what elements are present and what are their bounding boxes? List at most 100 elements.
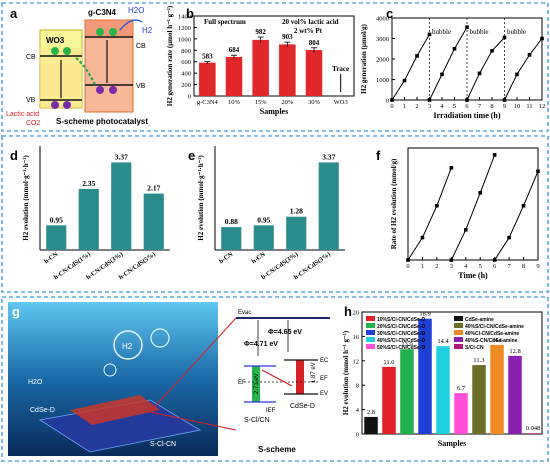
e-category-label: h-CN <box>250 251 267 266</box>
gc3n4-label: g-C3N4 <box>88 8 117 17</box>
c-xtick-label: 1 <box>403 103 406 110</box>
scene-cn-label: S-Cl-CN <box>150 441 176 448</box>
f-point <box>521 203 526 208</box>
phi2-label: Φ=4.71 eV <box>244 341 278 348</box>
b-category-label: 15% <box>255 99 268 106</box>
c-xtick-label: 0 <box>390 103 393 110</box>
bubble-2 <box>150 328 170 348</box>
c-xtick-label: 11 <box>526 103 532 110</box>
e-bar <box>253 225 274 250</box>
wo3-electron-2 <box>63 47 71 55</box>
f-series-line <box>450 154 496 261</box>
f-point <box>536 169 540 174</box>
e-ylabel: H2 evolution (mmol·g⁻¹·h⁻¹) <box>197 155 205 241</box>
chart-c: c0 1 2 3 4 5 6 7 8 9 10 11 1201000200030004000bubble… <box>360 6 545 120</box>
h-legend-swatch <box>366 337 375 342</box>
co2-label: CO2 <box>26 120 41 127</box>
cb-left-label: CB <box>26 54 36 61</box>
ef-label-left: EF <box>238 380 246 386</box>
b-annotation: Full spectrum <box>204 18 246 26</box>
c-ytick-label: 2000 <box>376 57 389 64</box>
b-ytick-label: 1000 <box>178 36 191 43</box>
h-xlabel: Samples <box>438 439 466 448</box>
phi1-label: Φ=4.65 eV <box>268 329 302 336</box>
chart-f: f 0 1 2 3 4 5 6 7 8 9 Time (h) Rate of H2 evolution … <box>376 147 540 280</box>
c-bubble-label: bubble <box>507 28 526 36</box>
chart-e: e0.88b-CN0.95h-CN1.28b-CN/CdS(3%)3.37h-C… <box>188 146 345 281</box>
h-bar <box>526 433 540 434</box>
e-value-label: 0.95 <box>257 215 270 224</box>
e-bar <box>221 227 242 250</box>
b-annotation: 2 wt% Pt <box>294 27 323 35</box>
panel-a-caption: S-scheme photocatalyst <box>56 117 148 126</box>
h-bar <box>418 318 432 434</box>
d-bar <box>143 193 164 250</box>
c-xtick-label: 8 <box>490 103 493 110</box>
h-ytick-label: 0 <box>356 432 359 439</box>
f-ylabel: Rate of H2 evolution (mmol/g) <box>390 158 398 249</box>
panel-e-letter: e <box>188 148 195 163</box>
gc3n4-electron-2 <box>109 28 117 36</box>
e-category-label: b-CN <box>218 251 235 266</box>
c-ytick-label: 4000 <box>376 16 389 23</box>
wo3-label: WO3 <box>46 36 65 45</box>
c-xtick-label: 4 <box>440 103 444 110</box>
h-legend-swatch <box>454 323 463 328</box>
gap2-label: 1.87 eV <box>311 362 317 383</box>
c-xtick-label: 5 <box>453 103 456 110</box>
h-legend-swatch <box>366 323 375 328</box>
zoom-line-2 <box>149 411 237 431</box>
h-bar <box>364 416 378 434</box>
h-value-label: 18.9 <box>419 311 430 318</box>
wo3-hole-2 <box>63 101 71 109</box>
f-xlabel: Time (h) <box>458 271 488 280</box>
d-category-label: h-CN <box>43 251 60 266</box>
cb-right-label: CB <box>136 43 146 50</box>
ec-label-right: EC <box>320 358 329 364</box>
b-category-label: 10% <box>228 99 241 106</box>
h-legend-swatch <box>366 344 375 349</box>
h-legend-swatch <box>454 330 463 335</box>
bubble-3 <box>103 363 117 377</box>
h-value-label: 14.6 <box>491 337 503 344</box>
gc3n4-electron-1 <box>96 28 104 36</box>
c-xtick-label: 6 <box>465 103 469 110</box>
f-xtick-label: 9 <box>536 263 539 270</box>
ev-label-right: EV <box>320 391 328 397</box>
chart-h: h 0 4 8 12 16 20 2.8 11.0 13.9 18.9 14.4 6.7 11.3 14.6… <box>342 304 543 448</box>
h-value-label: 11.3 <box>473 357 484 364</box>
c-bubble-label: bubble <box>432 28 451 36</box>
scl-label: S-Cl/CN <box>244 417 270 424</box>
b-category-label: g-C3N4 <box>197 99 219 106</box>
b-value-label: 982 <box>255 28 266 36</box>
f-point <box>449 166 454 170</box>
h-value-label: 13.9 <box>401 341 412 348</box>
h-bar <box>472 365 486 434</box>
bubble-1 <box>113 330 143 360</box>
scene-h2o-label: H2O <box>28 379 43 386</box>
b-annotation: 20 vol% lactic acid <box>282 18 339 26</box>
c-point <box>390 98 394 102</box>
f-series-line <box>494 171 539 261</box>
panel-g-letter: g <box>12 304 20 319</box>
h-ytick-label: 8 <box>356 383 359 390</box>
b-ytick-label: 800 <box>181 48 191 55</box>
d-bar <box>46 225 67 250</box>
h-ytick-label: 20 <box>353 310 360 317</box>
b-ytick-label: 400 <box>181 71 191 78</box>
h-bar <box>490 344 504 434</box>
d-ylabel: H2 evolution (mmol·g⁻¹·h⁻¹) <box>22 155 30 241</box>
band-left <box>252 366 260 402</box>
panel-b-letter: b <box>186 6 194 21</box>
f-point <box>463 228 468 232</box>
b-category-label: 20% <box>281 99 294 106</box>
panel-c-letter: c <box>386 6 393 21</box>
h-value-label: 0.048 <box>526 425 541 432</box>
b-xlabel: Samples <box>260 107 288 116</box>
panel-a-letter: a <box>10 6 18 21</box>
c-series-line <box>466 37 505 101</box>
b-ytick-label: 0 <box>188 94 191 101</box>
c-xtick-label: 3 <box>428 103 431 110</box>
f-xtick-label: 8 <box>522 263 525 270</box>
b-category-label: 30% <box>308 99 321 106</box>
